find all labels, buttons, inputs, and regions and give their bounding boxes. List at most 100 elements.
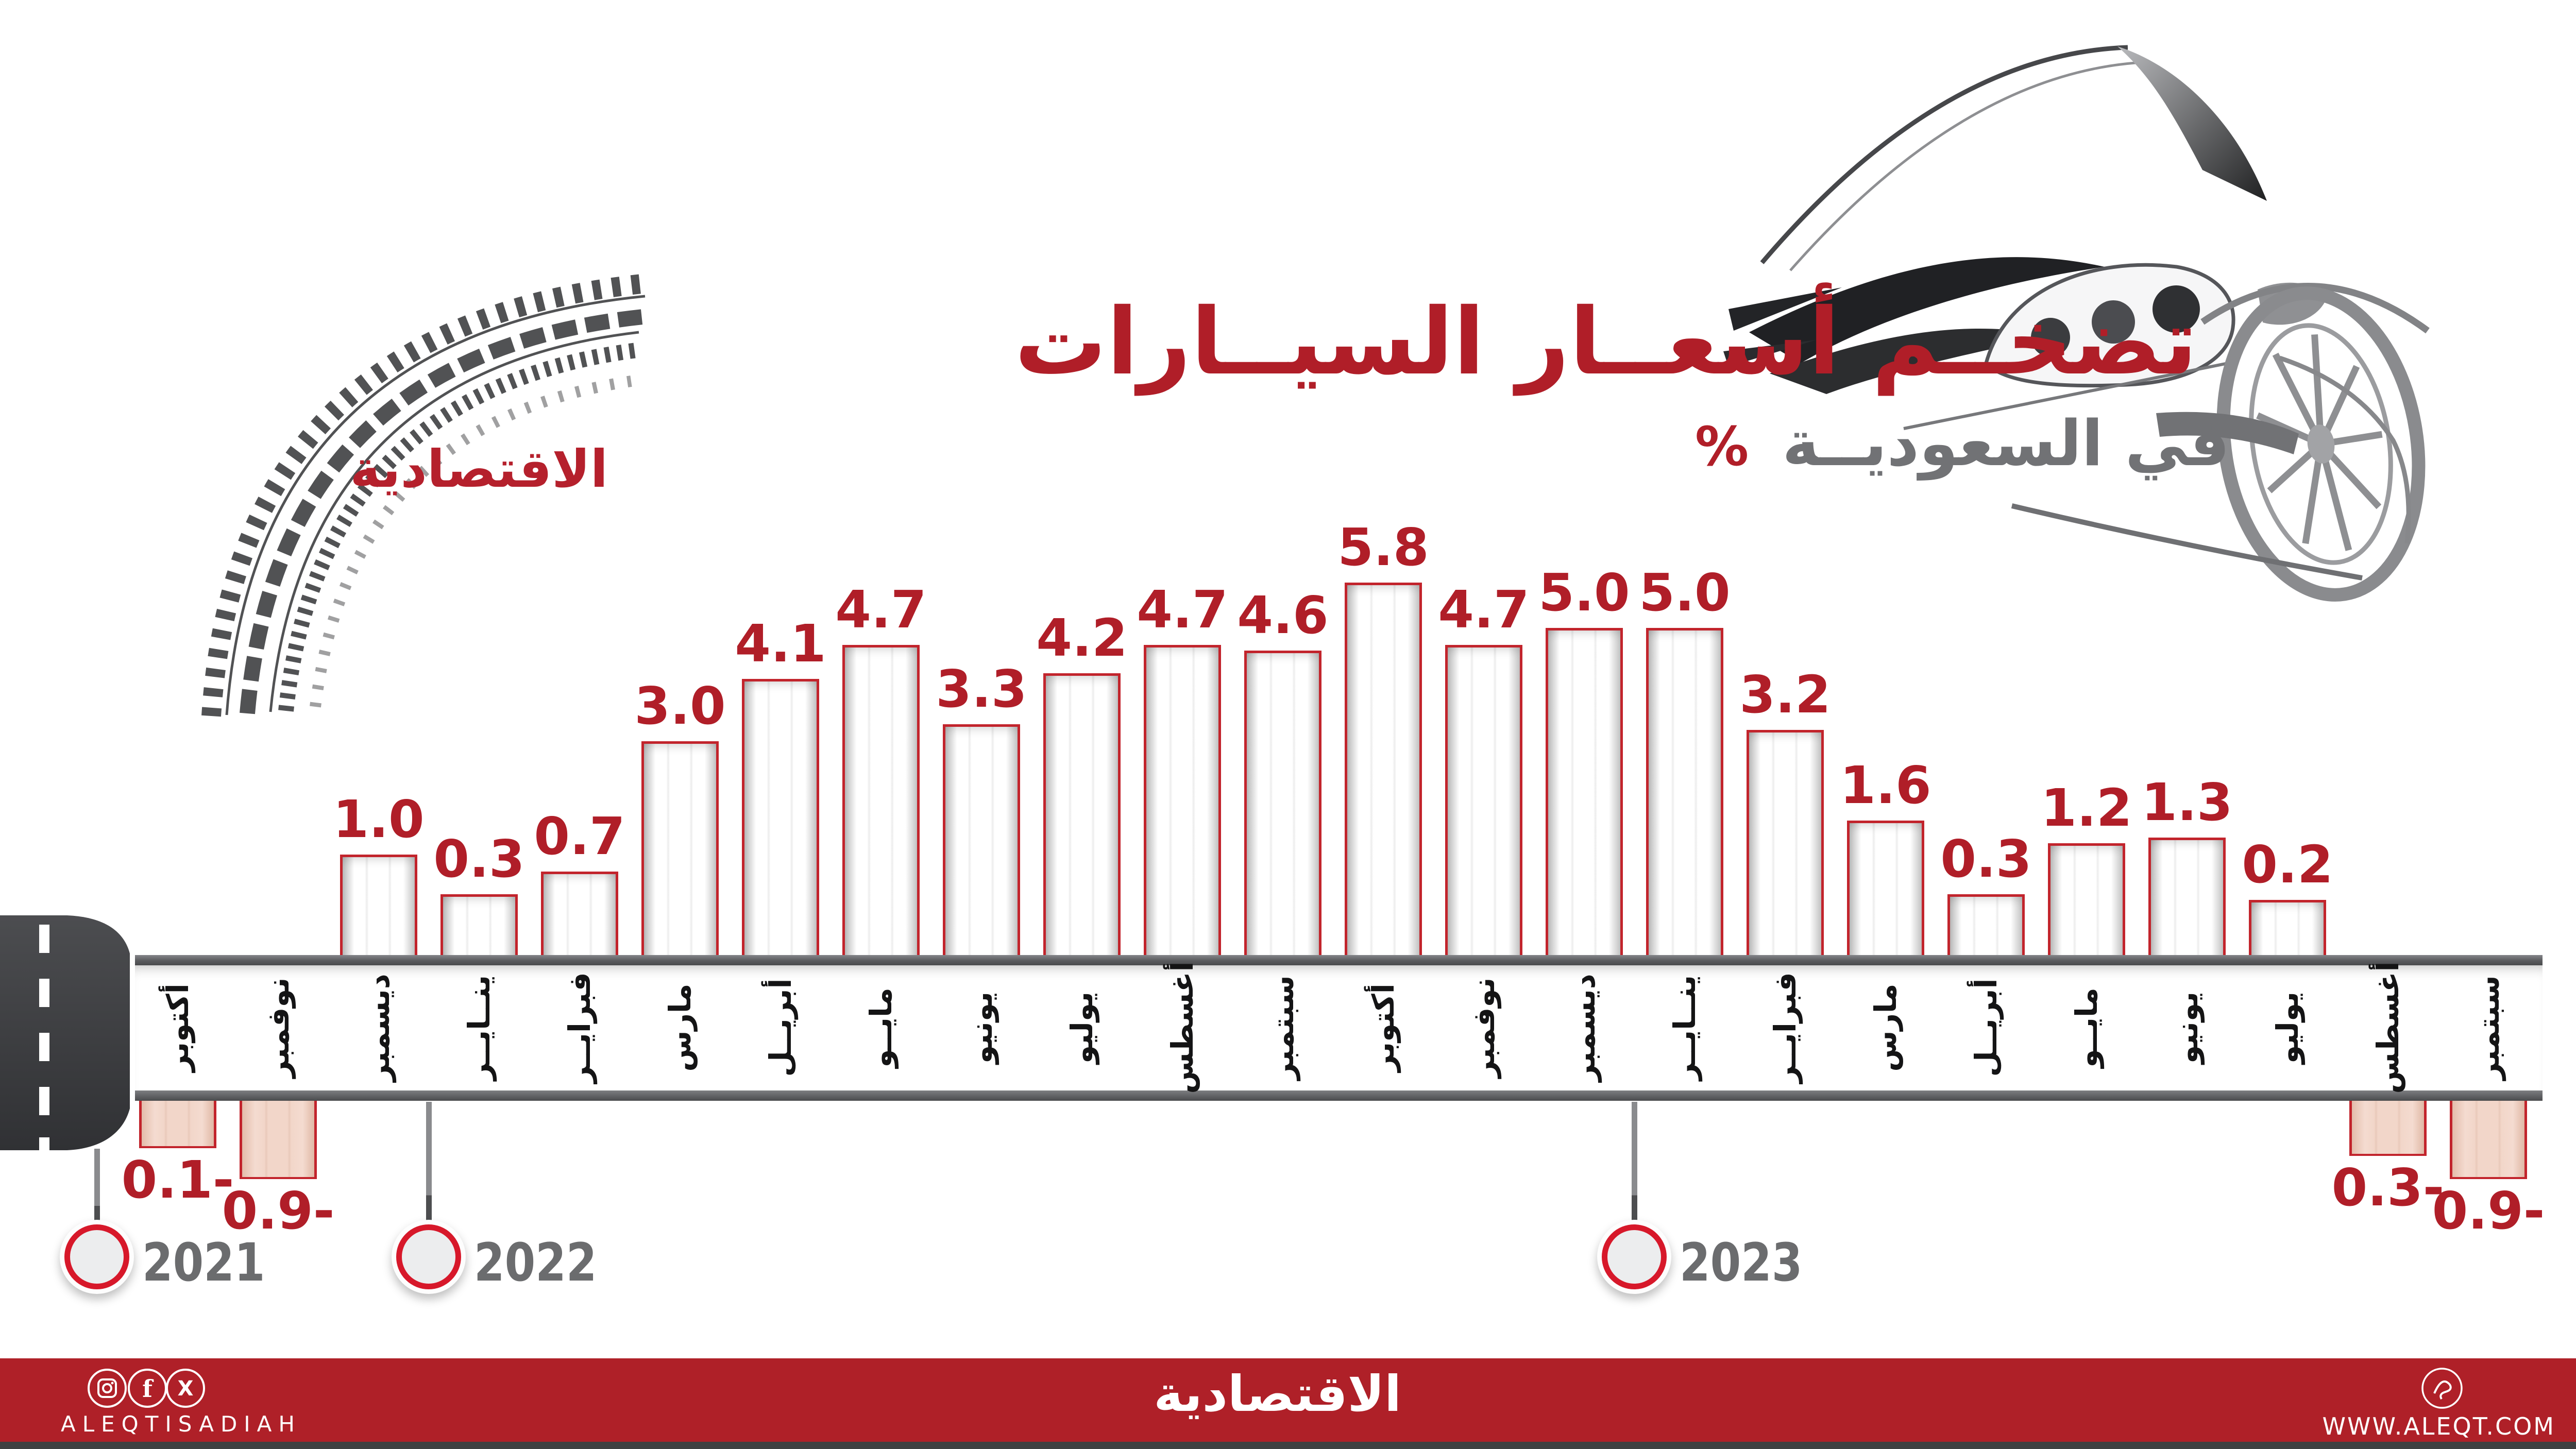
bar-positive bbox=[641, 741, 719, 960]
year-label: 2021 bbox=[142, 1232, 265, 1293]
year-marker-line bbox=[426, 1102, 432, 1222]
bar-value-label: 5.0 bbox=[1639, 562, 1731, 623]
month-label: أبريــل bbox=[1969, 978, 2004, 1077]
axis-top-strip bbox=[135, 955, 2543, 965]
year-marker-line bbox=[94, 1149, 100, 1222]
bar-value-label: 3.3 bbox=[936, 659, 1027, 719]
month-label: ينــايــر bbox=[462, 975, 497, 1081]
bar-positive bbox=[1345, 583, 1422, 960]
month-label: فبرايــر bbox=[1768, 972, 1803, 1083]
bar-value-label: 5.0 bbox=[1538, 562, 1630, 623]
month-label: أغسطس bbox=[2370, 961, 2405, 1094]
year-marker-line bbox=[1632, 1102, 1637, 1222]
axis-left-seam bbox=[129, 952, 135, 1104]
bar-positive bbox=[742, 679, 819, 960]
bar-negative bbox=[240, 1098, 317, 1179]
bar-negative bbox=[2450, 1098, 2527, 1179]
month-label: يونيو bbox=[964, 992, 999, 1064]
bar-value-label: 4.7 bbox=[835, 579, 927, 640]
year-label: 2022 bbox=[474, 1232, 597, 1293]
month-label: ديسمبر bbox=[1567, 974, 1602, 1082]
bar-value-label: 0.3 bbox=[1940, 829, 2032, 889]
month-label: يوليو bbox=[1064, 992, 1099, 1064]
subtitle-text: في السعوديــة bbox=[1782, 407, 2230, 480]
bar-value-label: 5.8 bbox=[1337, 517, 1429, 577]
month-label: أكتوبر bbox=[1366, 983, 1401, 1072]
bar-value-label: 4.7 bbox=[1137, 579, 1228, 640]
bar-positive bbox=[1244, 651, 1321, 960]
year-marker-ring bbox=[1602, 1224, 1667, 1289]
bar-value-label: 4.1 bbox=[735, 613, 826, 674]
year-marker-circle bbox=[392, 1220, 466, 1294]
footer-band bbox=[0, 1358, 2576, 1442]
bar-positive bbox=[2249, 900, 2326, 960]
bar-value-label: 0.9- bbox=[222, 1181, 335, 1241]
month-label: مايــو bbox=[2069, 987, 2104, 1068]
bar-positive bbox=[340, 855, 417, 960]
month-label: نوفمبر bbox=[1466, 977, 1501, 1078]
bar-value-label: 0.3 bbox=[433, 829, 525, 889]
year-marker-ring bbox=[64, 1224, 129, 1289]
month-label: مارس bbox=[663, 983, 698, 1072]
svg-text:f: f bbox=[142, 1375, 154, 1403]
month-label: ينــايــر bbox=[1667, 975, 1702, 1081]
bar-positive bbox=[1546, 628, 1623, 960]
bar-positive bbox=[1947, 894, 2025, 960]
bar-value-label: 1.0 bbox=[333, 789, 425, 849]
svg-text:X: X bbox=[178, 1377, 194, 1401]
bar-value-label: 0.1- bbox=[121, 1150, 234, 1210]
month-label: ديسمبر bbox=[361, 974, 396, 1082]
month-label: أبريــل bbox=[763, 978, 798, 1077]
axis-label-strip bbox=[135, 965, 2543, 1090]
bar-value-label: 0.9- bbox=[2432, 1181, 2545, 1241]
axis-bottom-strip bbox=[135, 1090, 2543, 1101]
social-icons: f X bbox=[88, 1369, 205, 1408]
year-label: 2023 bbox=[1680, 1232, 1803, 1293]
bar-positive bbox=[1646, 628, 1723, 960]
bar-negative bbox=[2349, 1098, 2427, 1156]
instagram-icon bbox=[88, 1369, 127, 1408]
bar-value-label: 1.6 bbox=[1840, 755, 1931, 815]
bar-value-label: 4.6 bbox=[1237, 585, 1329, 645]
brand-logo-arabic: الاقتصادية bbox=[350, 439, 608, 499]
aleqt-emblem-icon bbox=[2421, 1368, 2463, 1409]
footer-bottom-strip bbox=[0, 1442, 2576, 1449]
bar-positive bbox=[541, 872, 618, 960]
bar-positive bbox=[2048, 843, 2125, 960]
bar-positive bbox=[1043, 673, 1121, 960]
bar-value-label: 3.0 bbox=[634, 676, 726, 736]
year-marker-circle bbox=[60, 1220, 134, 1294]
bar-value-label: 4.2 bbox=[1036, 608, 1128, 668]
footer-website: WWW.ALEQT.COM bbox=[2322, 1412, 2555, 1440]
month-label: سبتمبر bbox=[1265, 975, 1300, 1080]
year-marker-ring bbox=[396, 1224, 461, 1289]
bar-positive bbox=[842, 645, 920, 960]
bar-positive bbox=[2148, 838, 2226, 960]
bar-positive bbox=[1747, 730, 1824, 960]
bar-positive bbox=[1847, 821, 1924, 960]
month-label: يونيو bbox=[2170, 992, 2205, 1064]
footer-brand-logo: الاقتصادية bbox=[1154, 1365, 1401, 1423]
bar-value-label: 1.3 bbox=[2141, 772, 2233, 832]
bar-value-label: 0.7 bbox=[534, 806, 625, 866]
month-label: مارس bbox=[1868, 983, 1903, 1072]
tire-tracks-illustration bbox=[201, 274, 648, 717]
percent-symbol: % bbox=[1694, 415, 1749, 478]
month-label: مايــو bbox=[863, 987, 899, 1068]
bar-positive bbox=[440, 894, 518, 960]
bar-positive bbox=[943, 724, 1020, 960]
car-illustration bbox=[1723, 45, 2430, 602]
year-marker-circle bbox=[1597, 1220, 1671, 1294]
bar-value-label: 1.2 bbox=[2041, 778, 2132, 838]
footer-brand-name-en: ALEQTISADIAH bbox=[61, 1411, 301, 1437]
x-icon bbox=[166, 1369, 205, 1408]
month-label: فبرايــر bbox=[562, 972, 597, 1083]
month-label: سبتمبر bbox=[2471, 975, 2506, 1080]
month-label: يوليو bbox=[2270, 992, 2305, 1064]
page-title: تضخــم أسعــار السيــارات bbox=[1014, 288, 2197, 395]
bar-value-label: 4.7 bbox=[1438, 579, 1530, 640]
road-left-illustration bbox=[0, 915, 130, 1150]
bar-positive bbox=[1445, 645, 1522, 960]
bar-negative bbox=[139, 1098, 216, 1148]
